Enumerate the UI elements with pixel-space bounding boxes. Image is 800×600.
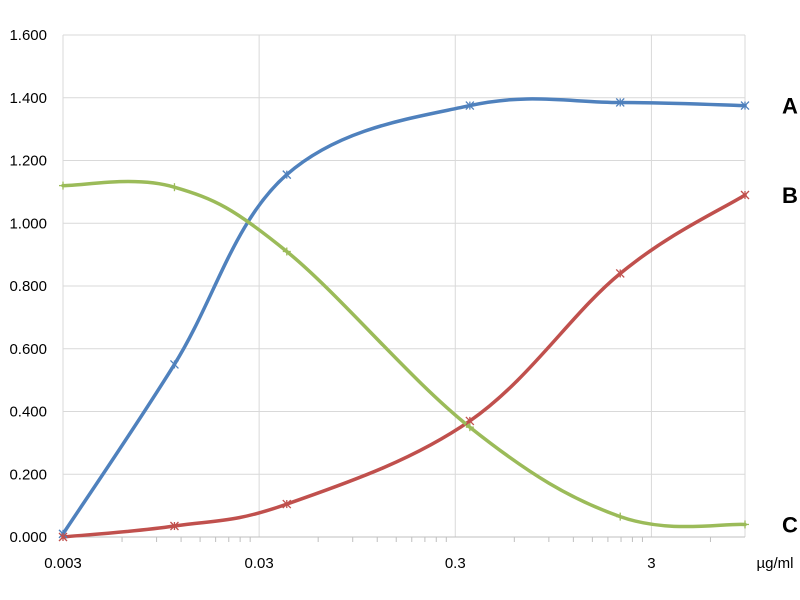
- data-point-b: [282, 499, 292, 509]
- series-markers: [58, 97, 750, 542]
- data-point-b: [58, 532, 68, 542]
- series-line-c: [61, 179, 747, 529]
- data-point-c: [741, 520, 749, 529]
- y-tick-label: 1.000: [9, 215, 47, 232]
- data-point-b: [169, 521, 179, 531]
- y-axis-ticks: 0.000 0.200 0.400 0.600 0.800 1.000 1.200 1.400…: [9, 27, 47, 546]
- data-point-a: [615, 97, 625, 107]
- y-tick-label: 0.800: [9, 278, 47, 295]
- data-point-c: [59, 181, 67, 190]
- y-tick-label: 0.600: [9, 341, 47, 358]
- y-tick-label: 1.200: [9, 153, 47, 170]
- x-tick-label: 3: [647, 555, 655, 572]
- data-point-a: [740, 101, 750, 111]
- series-label-b: B: [782, 183, 798, 208]
- x-tick-label: 0.03: [245, 555, 274, 572]
- series-labels: A B C: [782, 94, 798, 538]
- data-point-a: [465, 101, 475, 111]
- y-tick-label: 0.400: [9, 404, 47, 421]
- series-label-a: A: [782, 94, 798, 119]
- grid: [62, 34, 746, 542]
- x-tick-label: 0.003: [44, 555, 82, 572]
- x-axis-unit-label: µg/ml: [757, 555, 794, 572]
- data-point-c: [616, 512, 625, 521]
- data-point-a: [169, 359, 179, 369]
- data-point-c: [170, 183, 179, 192]
- data-point-c: [465, 423, 474, 432]
- y-tick-label: 1.600: [9, 27, 47, 44]
- series-line-a: [61, 97, 747, 536]
- y-tick-label: 0.200: [9, 466, 47, 483]
- data-point-c: [282, 247, 291, 256]
- y-tick-label: 0.000: [9, 529, 47, 546]
- x-tick-label: 0.3: [445, 555, 466, 572]
- data-point-b: [740, 190, 750, 200]
- x-axis-ticks: 0.003 0.03 0.3 3: [44, 555, 655, 572]
- data-point-b: [615, 268, 625, 278]
- series-label-c: C: [782, 512, 798, 537]
- data-point-a: [282, 170, 292, 180]
- series-lines: [61, 97, 747, 539]
- y-tick-label: 1.400: [9, 90, 47, 107]
